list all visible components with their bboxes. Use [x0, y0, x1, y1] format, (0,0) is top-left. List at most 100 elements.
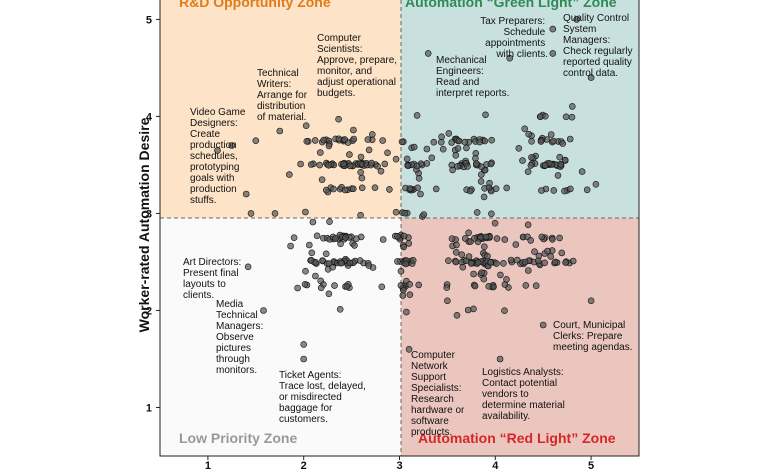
data-point	[485, 282, 493, 290]
data-point	[371, 184, 379, 191]
data-point	[313, 232, 321, 240]
data-point	[557, 161, 565, 168]
data-point	[397, 267, 405, 275]
data-point	[531, 248, 538, 255]
data-point	[332, 235, 339, 242]
y-tick-label: 4	[146, 111, 153, 123]
zone-label-rd-opportunity: R&D Opportunity Zone	[179, 0, 331, 10]
data-point	[549, 50, 557, 57]
data-point	[471, 235, 478, 242]
data-point	[300, 355, 308, 363]
data-point	[583, 186, 591, 194]
data-point	[528, 154, 535, 161]
data-point	[455, 137, 463, 145]
data-point	[413, 112, 421, 119]
data-point	[480, 243, 488, 250]
data-point	[368, 159, 375, 167]
data-point	[522, 282, 530, 289]
data-point	[358, 174, 366, 182]
data-point	[480, 275, 488, 283]
data-point	[312, 259, 320, 266]
data-point	[544, 247, 551, 255]
data-point	[561, 187, 568, 195]
annotation-tax-preparers: Tax Preparers: Schedule appointments wit…	[480, 16, 548, 60]
data-point	[486, 179, 493, 187]
data-point	[521, 125, 529, 133]
data-point	[507, 256, 515, 264]
data-point	[271, 210, 279, 217]
data-point	[547, 253, 555, 260]
data-point	[515, 145, 523, 152]
data-point	[430, 138, 438, 146]
data-point	[415, 281, 423, 289]
data-point	[350, 135, 358, 143]
data-point	[337, 240, 344, 248]
data-point	[470, 305, 477, 313]
data-point	[541, 162, 549, 169]
data-point	[424, 50, 432, 57]
data-point	[453, 241, 460, 249]
data-point	[297, 160, 304, 168]
data-point	[368, 131, 376, 138]
data-point	[477, 171, 485, 178]
annotation-technical-writers: Technical Writers: Arrange for distribut…	[257, 68, 310, 123]
data-point	[459, 263, 467, 271]
data-point	[341, 136, 349, 143]
data-point	[501, 236, 509, 243]
zone-label-red-light: Automation “Red Light” Zone	[418, 430, 616, 446]
data-point	[406, 291, 414, 299]
data-point	[364, 136, 372, 143]
data-point	[519, 157, 526, 164]
data-point	[439, 145, 447, 153]
data-point	[484, 252, 491, 260]
data-point	[379, 137, 387, 144]
data-point	[537, 138, 545, 145]
data-point	[322, 186, 330, 194]
data-point	[356, 257, 364, 264]
data-point	[305, 241, 313, 249]
data-point	[482, 111, 489, 119]
data-point	[374, 162, 381, 170]
data-point	[325, 290, 333, 298]
data-point	[569, 257, 577, 265]
data-point	[587, 297, 595, 305]
data-point	[325, 162, 333, 169]
data-point	[378, 283, 386, 291]
data-point	[403, 155, 411, 163]
data-point	[452, 152, 460, 159]
data-point	[294, 284, 301, 292]
data-point	[550, 137, 557, 145]
y-tick-label: 5	[146, 14, 152, 26]
data-point	[524, 267, 532, 274]
data-point	[541, 112, 549, 120]
data-point	[311, 137, 319, 144]
data-point	[566, 135, 574, 143]
data-point	[337, 259, 345, 267]
data-point	[445, 257, 452, 265]
data-point	[307, 161, 315, 168]
data-point	[346, 259, 354, 267]
annotation-art-directors: Art Directors: Present final layouts to …	[183, 257, 244, 301]
data-point	[464, 163, 471, 170]
data-point	[420, 211, 428, 218]
data-point	[335, 135, 343, 143]
data-point	[381, 160, 389, 168]
data-point	[308, 249, 316, 257]
data-point	[558, 249, 566, 257]
data-point	[503, 184, 511, 192]
data-point	[317, 284, 325, 292]
data-point	[453, 311, 461, 319]
data-point	[346, 151, 353, 158]
data-point	[438, 133, 445, 141]
annotation-mechanical-engineers: Mechanical Engineers: Read and interpret…	[436, 55, 509, 99]
data-point	[316, 161, 324, 169]
data-point	[550, 187, 558, 194]
data-point	[357, 211, 364, 219]
data-point	[377, 167, 385, 175]
annotation-media-technical-managers: Media Technical Managers: Observe pictur…	[216, 299, 266, 376]
data-point	[492, 185, 500, 192]
data-point	[528, 138, 535, 145]
data-point	[465, 229, 472, 237]
data-point	[463, 144, 470, 152]
data-point	[351, 242, 358, 249]
